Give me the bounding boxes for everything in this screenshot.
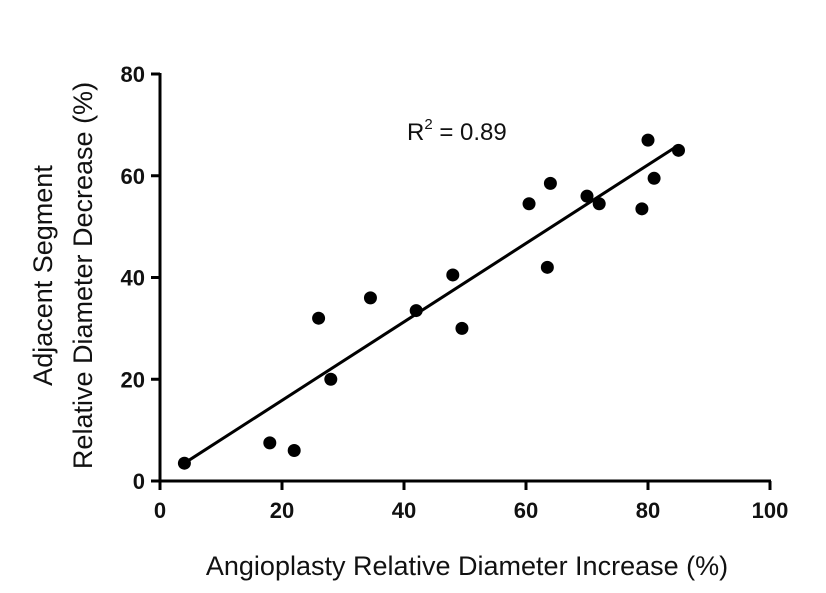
r-squared-superscript: 2 — [424, 116, 432, 133]
y-axis-label: Adjacent Segment Relative Diameter Decre… — [28, 82, 98, 469]
data-point — [455, 321, 469, 335]
data-point — [324, 372, 338, 386]
data-point — [543, 176, 557, 190]
data-point — [540, 260, 554, 274]
y-axis-label-line-2: Relative Diameter Decrease (%) — [68, 82, 98, 469]
x-tick-label: 60 — [514, 498, 538, 523]
fit-line-group — [183, 143, 680, 465]
x-axis-label: Angioplasty Relative Diameter Increase (… — [206, 551, 728, 581]
data-point — [580, 189, 594, 203]
data-point — [312, 311, 326, 325]
data-point — [263, 436, 277, 450]
y-tick-label: 20 — [121, 367, 145, 392]
r-squared-base: R — [407, 119, 424, 146]
r-squared-value: = 0.89 — [433, 119, 507, 146]
y-axis-label-line-1: Adjacent Segment — [28, 165, 58, 386]
data-point — [635, 202, 649, 216]
data-point — [409, 304, 423, 318]
data-point — [672, 143, 685, 157]
data-point — [177, 456, 191, 470]
y-tick-label: 60 — [121, 164, 145, 189]
x-tick-label: 100 — [752, 498, 789, 523]
x-tick-label: 40 — [392, 498, 416, 523]
regression-line — [183, 143, 680, 465]
x-tick-label: 0 — [154, 498, 166, 523]
x-tick-label: 20 — [270, 498, 294, 523]
y-tick-label: 0 — [133, 469, 145, 494]
data-point — [522, 197, 536, 211]
y-tick-label: 40 — [121, 266, 145, 291]
data-point — [641, 133, 655, 147]
y-tick-label: 80 — [121, 62, 145, 87]
x-tick-label: 80 — [636, 498, 660, 523]
data-point — [592, 197, 606, 211]
data-point — [287, 443, 301, 457]
data-point — [647, 171, 661, 185]
x-axis-ticks: 0 20 40 60 80 100 — [154, 481, 788, 523]
r-squared-annotation: R2 = 0.89 — [407, 116, 507, 146]
data-point — [446, 268, 460, 282]
y-axis-ticks: 0 20 40 60 80 — [121, 62, 160, 494]
data-point — [363, 291, 377, 305]
data-points — [177, 133, 685, 470]
